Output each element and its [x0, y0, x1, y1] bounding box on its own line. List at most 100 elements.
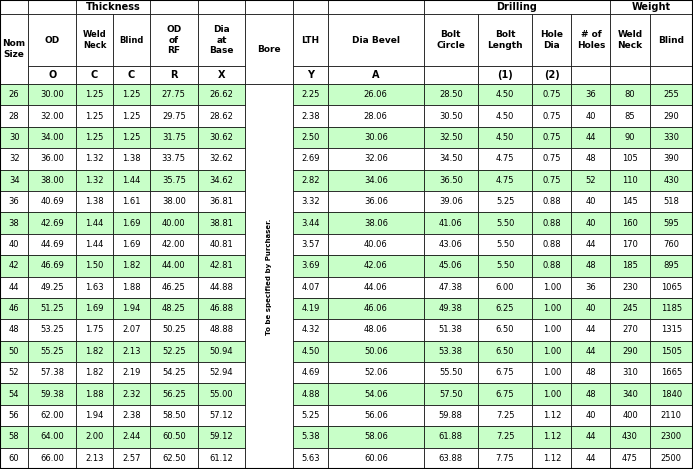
Text: 64.00: 64.00: [40, 432, 64, 441]
Bar: [649, 384, 693, 405]
Bar: [611, 277, 649, 298]
Bar: [571, 14, 611, 66]
Bar: [423, 106, 478, 127]
Text: 2.50: 2.50: [301, 133, 320, 142]
Text: Drilling: Drilling: [497, 2, 538, 12]
Bar: [76, 384, 113, 405]
Bar: [532, 362, 571, 384]
Text: 1.82: 1.82: [85, 368, 104, 377]
Bar: [611, 255, 649, 277]
Text: 38.00: 38.00: [162, 197, 186, 206]
Bar: [649, 405, 693, 426]
Text: 1.00: 1.00: [543, 368, 561, 377]
Text: 47.38: 47.38: [439, 283, 463, 292]
Bar: [328, 212, 423, 234]
Text: 36.06: 36.06: [364, 197, 388, 206]
Bar: [478, 362, 532, 384]
Text: 1.94: 1.94: [85, 411, 104, 420]
Bar: [571, 447, 611, 469]
Text: 53.38: 53.38: [439, 347, 463, 356]
Text: 59.12: 59.12: [210, 432, 234, 441]
Text: 44: 44: [9, 283, 19, 292]
Bar: [328, 84, 423, 106]
Text: 51.38: 51.38: [439, 325, 463, 334]
Bar: [76, 0, 150, 14]
Bar: [28, 405, 76, 426]
Bar: [293, 255, 328, 277]
Bar: [150, 191, 198, 212]
Text: 44: 44: [586, 454, 596, 463]
Text: 5.50: 5.50: [496, 219, 514, 227]
Bar: [28, 212, 76, 234]
Bar: [113, 234, 150, 255]
Text: O: O: [48, 70, 56, 80]
Text: 44.69: 44.69: [40, 240, 64, 249]
Bar: [328, 106, 423, 127]
Text: 51.25: 51.25: [40, 304, 64, 313]
Text: 44.06: 44.06: [364, 283, 387, 292]
Text: 58: 58: [9, 432, 19, 441]
Text: 36.00: 36.00: [40, 154, 64, 163]
Bar: [611, 447, 649, 469]
Text: 42.69: 42.69: [40, 219, 64, 227]
Text: 0.88: 0.88: [543, 240, 561, 249]
Text: 4.75: 4.75: [495, 154, 514, 163]
Text: 1.50: 1.50: [85, 261, 104, 270]
Bar: [478, 148, 532, 170]
Bar: [532, 84, 571, 106]
Bar: [611, 298, 649, 319]
Text: To be specified by Purchaser.: To be specified by Purchaser.: [266, 218, 272, 335]
Text: # of
Holes: # of Holes: [577, 30, 605, 50]
Text: 290: 290: [663, 112, 679, 121]
Bar: [113, 255, 150, 277]
Bar: [423, 298, 478, 319]
Text: 28.06: 28.06: [364, 112, 388, 121]
Text: 52.06: 52.06: [364, 368, 387, 377]
Text: 48: 48: [9, 325, 19, 334]
Bar: [198, 447, 245, 469]
Text: 230: 230: [622, 283, 638, 292]
Text: 2.38: 2.38: [122, 411, 141, 420]
Bar: [76, 447, 113, 469]
Text: 28.62: 28.62: [210, 112, 234, 121]
Bar: [423, 426, 478, 447]
Bar: [611, 84, 649, 106]
Bar: [423, 277, 478, 298]
Text: 6.75: 6.75: [495, 390, 514, 399]
Bar: [611, 191, 649, 212]
Text: 56: 56: [9, 411, 19, 420]
Text: 60: 60: [9, 454, 19, 463]
Bar: [293, 84, 328, 106]
Bar: [649, 148, 693, 170]
Bar: [328, 319, 423, 340]
Text: 270: 270: [622, 325, 638, 334]
Bar: [198, 234, 245, 255]
Bar: [76, 191, 113, 212]
Bar: [0, 0, 28, 14]
Text: 46.06: 46.06: [364, 304, 388, 313]
Text: 48.06: 48.06: [364, 325, 388, 334]
Text: 4.07: 4.07: [301, 283, 320, 292]
Text: 6.75: 6.75: [495, 368, 514, 377]
Text: 1.44: 1.44: [85, 240, 104, 249]
Text: 518: 518: [663, 197, 679, 206]
Bar: [113, 405, 150, 426]
Bar: [150, 234, 198, 255]
Bar: [478, 384, 532, 405]
Text: 1.25: 1.25: [122, 133, 141, 142]
Bar: [478, 212, 532, 234]
Text: 2.38: 2.38: [301, 112, 320, 121]
Text: 1.25: 1.25: [85, 112, 104, 121]
Bar: [0, 319, 28, 340]
Bar: [571, 191, 611, 212]
Bar: [571, 319, 611, 340]
Bar: [293, 340, 328, 362]
Text: 145: 145: [622, 197, 638, 206]
Text: 1.00: 1.00: [543, 283, 561, 292]
Bar: [0, 14, 28, 84]
Text: 60.06: 60.06: [364, 454, 388, 463]
Bar: [113, 106, 150, 127]
Bar: [328, 447, 423, 469]
Text: 58.50: 58.50: [162, 411, 186, 420]
Text: 28: 28: [9, 112, 19, 121]
